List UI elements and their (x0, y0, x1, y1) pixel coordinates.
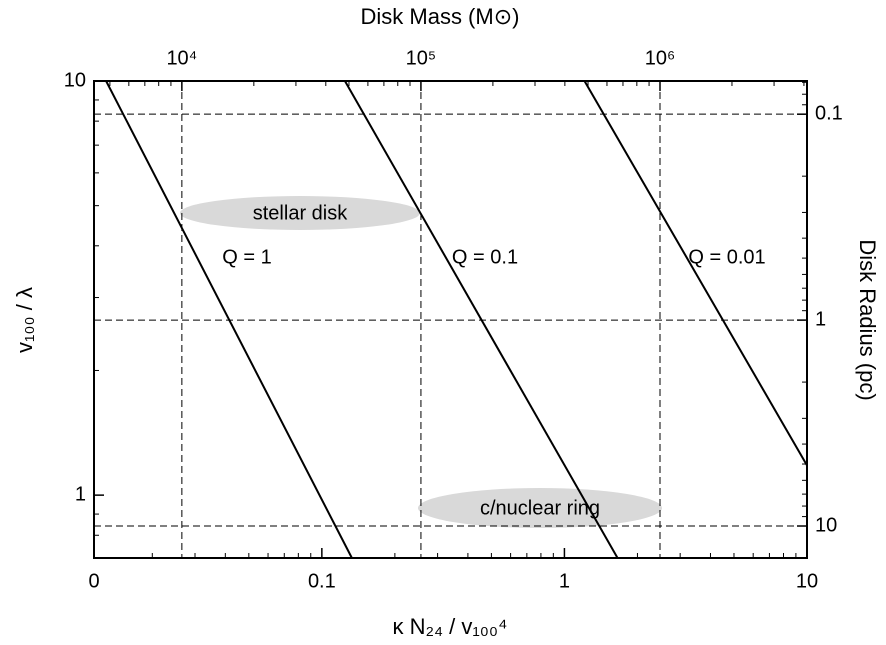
y2-tick-label: 0.1 (815, 102, 843, 124)
series-label: Q = 0.01 (688, 246, 765, 268)
annotation: c/nuclear ring (480, 497, 600, 519)
y-tick-label: 10 (64, 69, 86, 91)
y2-tick-label: 10 (815, 514, 837, 536)
annotation: stellar disk (253, 202, 348, 224)
y2-axis-label: Disk Radius (pc) (855, 239, 880, 400)
x2-tick-label: 10⁵ (406, 47, 437, 69)
x2-tick-label: 10⁴ (166, 47, 197, 69)
x-axis-label: κ N₂₄ / v₁₀₀⁴ (393, 614, 508, 639)
x-tick-label: 0 (88, 570, 99, 592)
y2-tick-label: 1 (815, 308, 826, 330)
series-line (105, 80, 353, 559)
series-label: Q = 1 (222, 246, 271, 268)
x-tick-label: 10 (796, 570, 818, 592)
series-label: Q = 0.1 (452, 246, 518, 268)
annotation-ellipse (418, 488, 662, 528)
x2-tick-label: 10⁶ (645, 47, 675, 69)
x2-axis-label: Disk Mass (M⊙) (361, 4, 520, 29)
series-line (583, 80, 808, 466)
annotation-ellipse (180, 196, 420, 230)
y-tick-label: 1 (75, 483, 86, 505)
plot-frame (93, 80, 808, 559)
x-tick-label: 0.1 (308, 570, 336, 592)
series-line (344, 80, 619, 559)
x-tick-label: 1 (559, 570, 570, 592)
y-axis-label: v₁₀₀ / λ (12, 287, 37, 353)
